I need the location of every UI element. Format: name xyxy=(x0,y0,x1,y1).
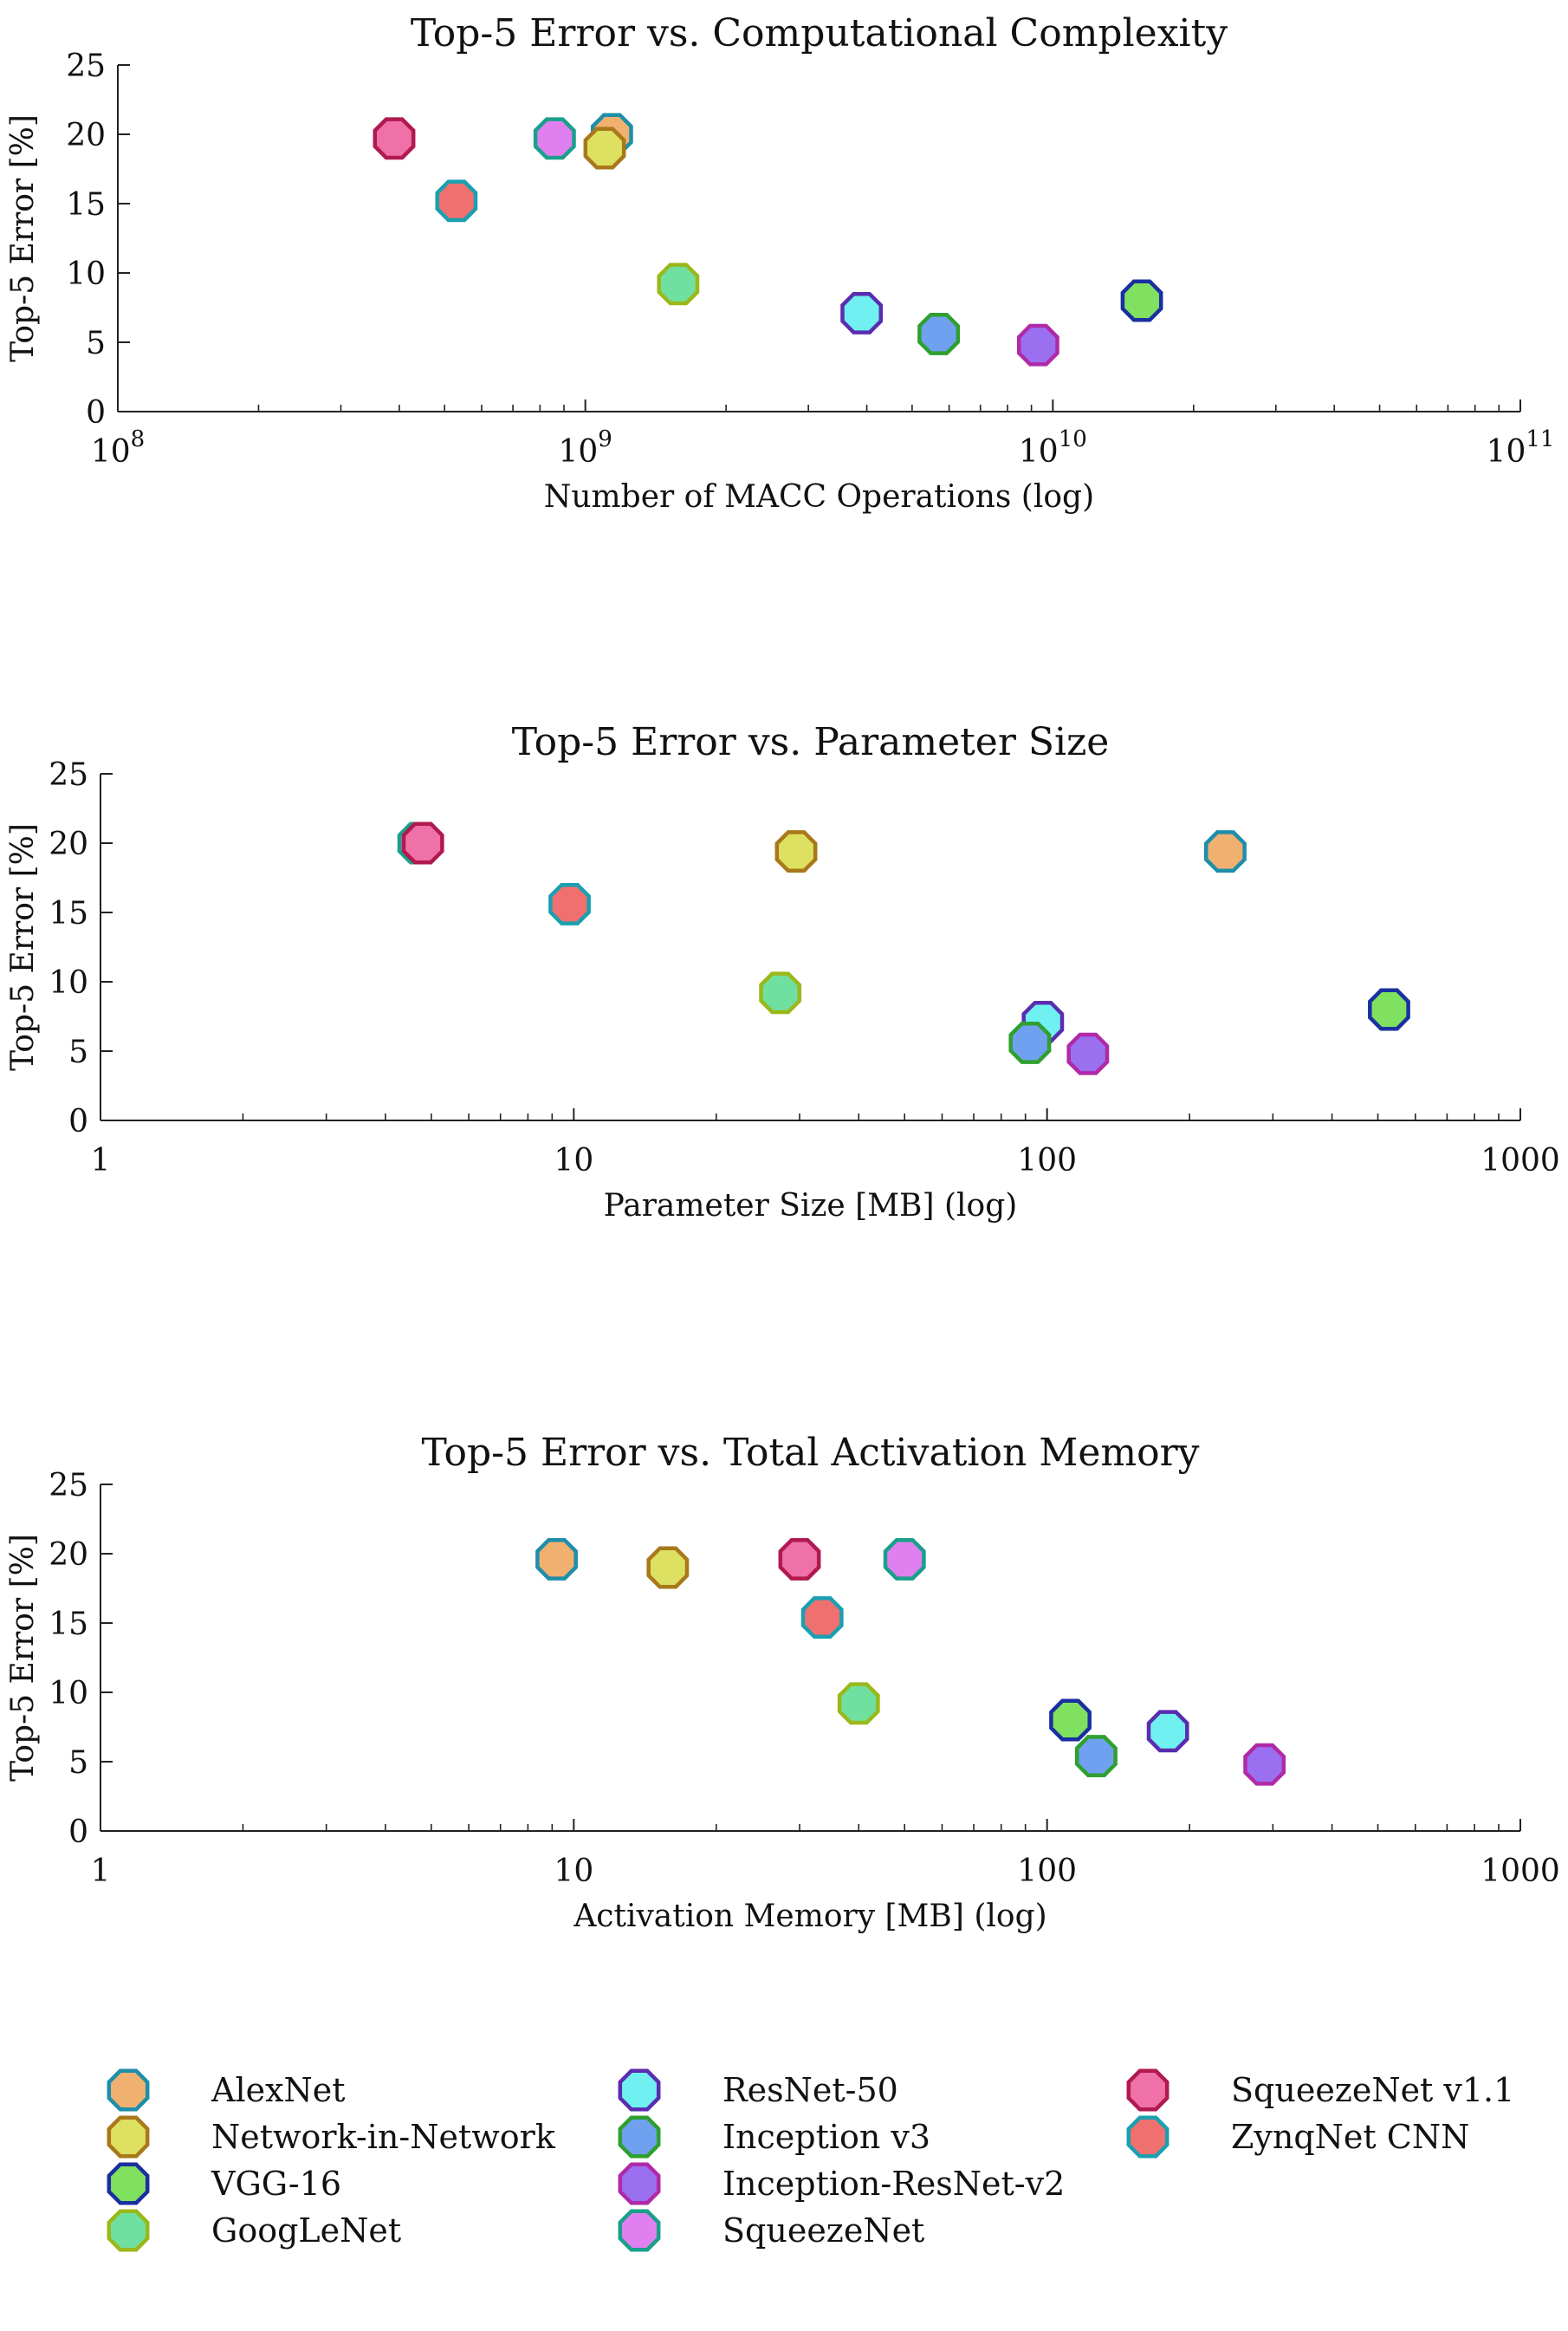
point-squeezenet-v1-1 xyxy=(778,1537,821,1581)
x-tick-label: 10 xyxy=(554,1854,593,1889)
legend-marker-inception-resnet-v2 xyxy=(618,2162,661,2205)
y-tick-label: 10 xyxy=(66,256,106,292)
y-axis-label: Top-5 Error [%] xyxy=(5,114,41,362)
legend-marker-resnet-50 xyxy=(618,2068,661,2112)
y-tick-label: 25 xyxy=(49,757,88,793)
point-vgg-16 xyxy=(1120,279,1163,322)
chart-1: Top-5 Error vs. Computational Complexity… xyxy=(5,11,1554,515)
x-axis-label: Number of MACC Operations (log) xyxy=(544,479,1094,515)
point-network-in-network xyxy=(774,830,818,873)
y-tick-label: 20 xyxy=(49,1537,88,1573)
y-axis-label: Top-5 Error [%] xyxy=(5,1534,41,1782)
y-tick-label: 10 xyxy=(49,965,88,1001)
x-tick-label: 100 xyxy=(1017,1854,1077,1889)
x-tick-label: 1011 xyxy=(1487,426,1555,470)
x-tick-label: 1000 xyxy=(1481,1854,1560,1889)
point-alexnet xyxy=(535,1537,578,1581)
y-tick-label: 25 xyxy=(49,1468,88,1503)
point-resnet-50 xyxy=(1146,1710,1189,1753)
x-tick-label: 1000 xyxy=(1481,1143,1560,1178)
point-vgg-16 xyxy=(1368,988,1410,1031)
legend-label-vgg-16: VGG-16 xyxy=(211,2165,341,2203)
legend-label-squeezenet: SqueezeNet xyxy=(722,2211,924,2250)
point-alexnet xyxy=(1203,830,1247,873)
x-tick-label: 10 xyxy=(554,1143,593,1178)
chart-title: Top-5 Error vs. Total Activation Memory xyxy=(422,1431,1200,1475)
y-tick-label: 20 xyxy=(66,118,106,153)
point-googlenet xyxy=(759,971,802,1015)
legend-label-network-in-network: Network-in-Network xyxy=(211,2118,556,2156)
legend-marker-network-in-network xyxy=(107,2115,150,2159)
y-axis-label: Top-5 Error [%] xyxy=(5,823,41,1071)
x-tick-label: 1 xyxy=(91,1143,111,1178)
legend-marker-alexnet xyxy=(107,2068,150,2112)
point-network-in-network xyxy=(646,1546,690,1589)
y-tick-label: 0 xyxy=(68,1815,88,1850)
y-tick-label: 15 xyxy=(49,896,88,932)
legend-label-squeezenet-v1-1: SqueezeNet v1.1 xyxy=(1231,2071,1514,2109)
chart-3: Top-5 Error vs. Total Activation Memory 0… xyxy=(5,1431,1560,1934)
point-squeezenet-v1-1 xyxy=(373,117,416,160)
point-googlenet xyxy=(657,263,700,306)
x-tick-label: 100 xyxy=(1017,1143,1077,1178)
legend-label-inception-resnet-v2: Inception-ResNet-v2 xyxy=(722,2165,1065,2203)
legend-label-alexnet: AlexNet xyxy=(211,2071,346,2109)
legend-marker-squeezenet-v1-1 xyxy=(1126,2068,1170,2112)
y-tick-label: 0 xyxy=(86,395,106,431)
point-zynqnet-cnn xyxy=(435,179,478,223)
x-tick-label: 1 xyxy=(91,1854,111,1889)
point-inception-v3 xyxy=(1074,1735,1118,1778)
x-tick-label: 1010 xyxy=(1019,426,1087,470)
y-tick-label: 25 xyxy=(66,49,106,84)
point-inception-resnet-v2 xyxy=(1243,1743,1286,1786)
point-squeezenet xyxy=(883,1537,926,1581)
legend-label-inception-v3: Inception v3 xyxy=(722,2118,930,2156)
legend-marker-vgg-16 xyxy=(107,2162,150,2205)
legend-label-googlenet: GoogLeNet xyxy=(211,2211,401,2250)
y-tick-label: 5 xyxy=(86,326,106,361)
chart-2: Top-5 Error vs. Parameter Size 0 5 10 15 20 25… xyxy=(5,720,1560,1224)
y-tick-label: 15 xyxy=(49,1607,88,1642)
point-googlenet xyxy=(837,1682,880,1725)
legend-label-zynqnet-cnn: ZynqNet CNN xyxy=(1231,2118,1469,2156)
legend-marker-inception-v3 xyxy=(618,2115,661,2159)
legend-label-resnet-50: ResNet-50 xyxy=(722,2071,898,2109)
chart-title: Top-5 Error vs. Computational Complexity xyxy=(411,11,1228,55)
point-inception-v3 xyxy=(917,312,961,355)
legend-marker-googlenet xyxy=(107,2209,150,2252)
point-squeezenet-v1-1 xyxy=(401,821,444,865)
point-zynqnet-cnn xyxy=(548,882,591,925)
y-tick-label: 15 xyxy=(66,187,106,223)
y-tick-label: 20 xyxy=(49,827,88,862)
y-tick-label: 5 xyxy=(68,1745,88,1781)
point-inception-resnet-v2 xyxy=(1066,1032,1110,1075)
x-axis-label: Parameter Size [MB] (log) xyxy=(604,1188,1018,1224)
point-inception-resnet-v2 xyxy=(1016,323,1059,367)
point-vgg-16 xyxy=(1049,1698,1092,1742)
point-zynqnet-cnn xyxy=(800,1596,844,1639)
point-squeezenet xyxy=(533,117,576,160)
y-tick-label: 10 xyxy=(49,1676,88,1711)
y-tick-label: 0 xyxy=(68,1104,88,1140)
point-inception-v3 xyxy=(1008,1021,1052,1064)
chart-title: Top-5 Error vs. Parameter Size xyxy=(512,720,1110,764)
y-tick-label: 5 xyxy=(68,1035,88,1070)
x-tick-label: 108 xyxy=(91,426,145,470)
point-network-in-network xyxy=(583,127,626,170)
x-tick-label: 109 xyxy=(558,426,612,470)
legend: AlexNet Network-in-Network VGG-16 GoogLeNet… xyxy=(107,2068,1514,2252)
legend-marker-zynqnet-cnn xyxy=(1126,2115,1170,2159)
point-resnet-50 xyxy=(840,291,884,334)
legend-marker-squeezenet xyxy=(618,2209,661,2252)
x-axis-label: Activation Memory [MB] (log) xyxy=(573,1899,1046,1934)
